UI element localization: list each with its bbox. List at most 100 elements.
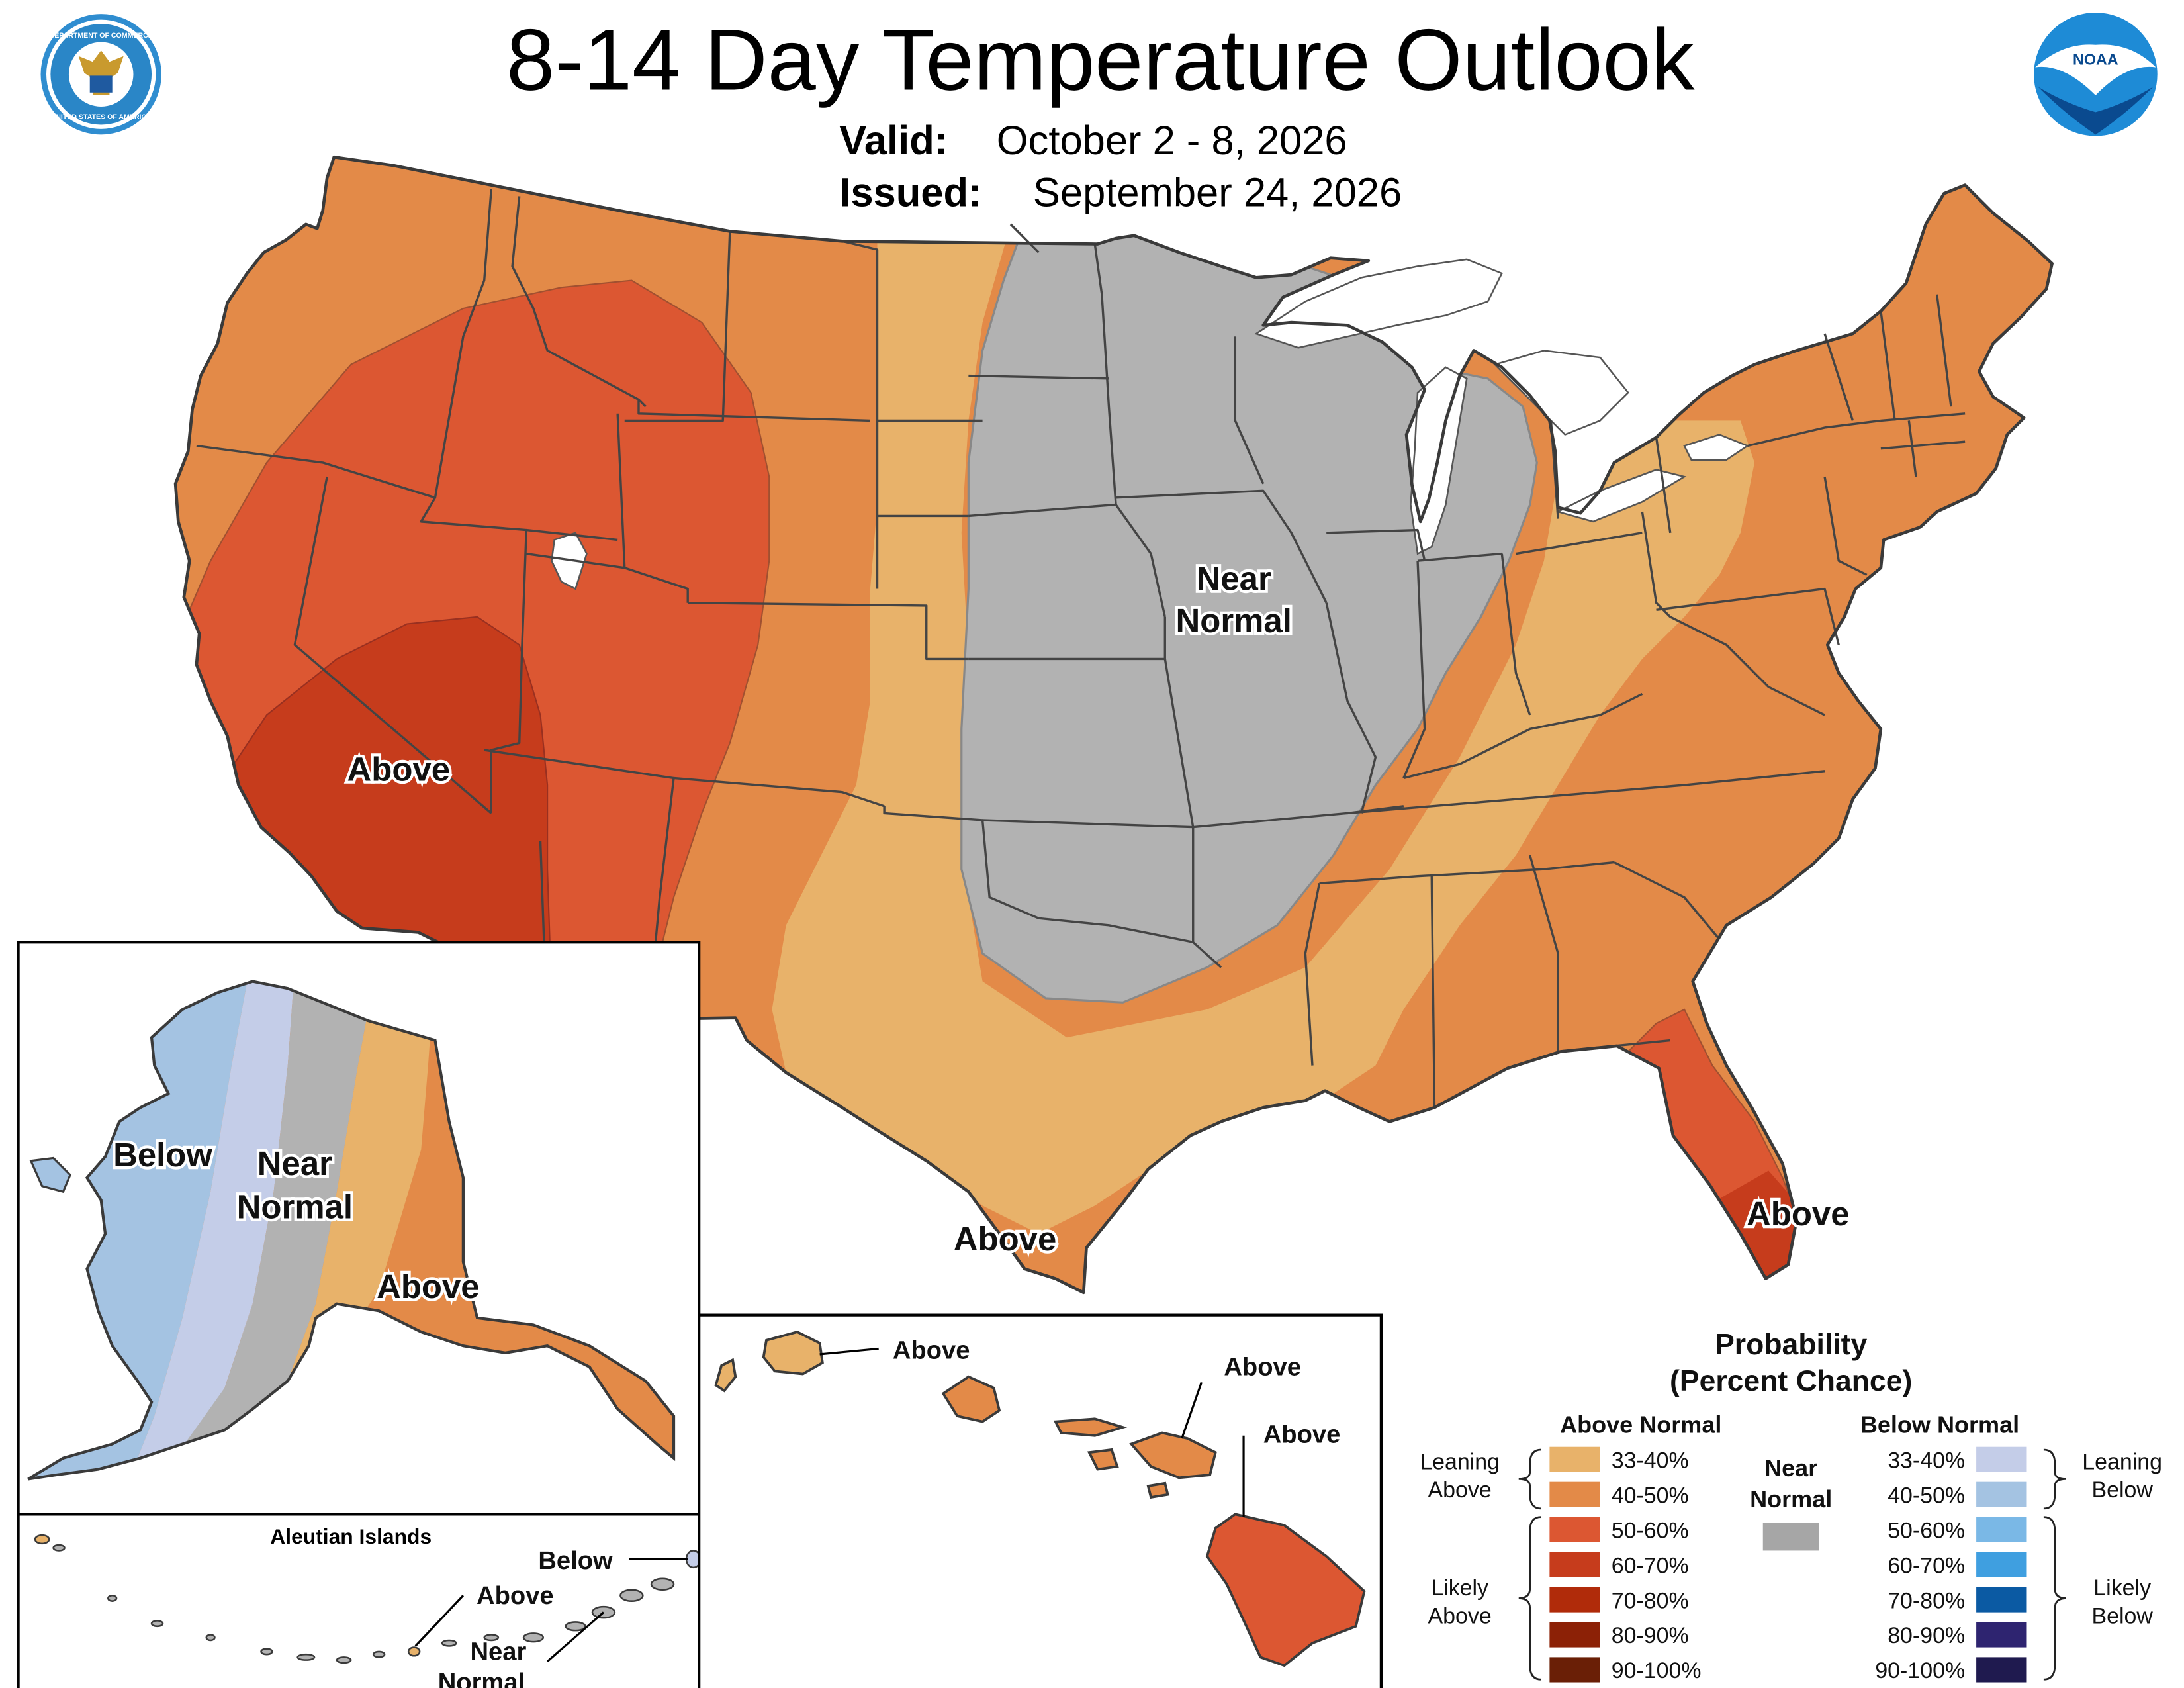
legend-below-swatch-6 <box>1976 1657 2027 1683</box>
legend-above-range-1: 40-50% <box>1612 1483 1689 1508</box>
legend-below-range-0: 33-40% <box>1888 1448 1965 1474</box>
legend-below-swatch-5 <box>1976 1622 2027 1648</box>
hawaii-oahu <box>941 1375 1001 1423</box>
valid-label: Valid: <box>839 118 948 164</box>
header: 8-14 Day Temperature Outlook Valid: Octo… <box>506 11 1695 216</box>
issued-value: September 24, 2026 <box>1033 169 1402 215</box>
alaska-st-lawrence-island <box>29 1156 71 1194</box>
legend-above-swatches: 33-40% 40-50% 50-60% 60-70% 70-80% 80-90% 90-1… <box>1549 1446 1702 1683</box>
aleutian-label-near-2: Normal <box>438 1668 525 1688</box>
legend-leaning-above-2: Above <box>1428 1477 1492 1503</box>
conus-label-near-normal-2: Normal <box>1176 602 1292 639</box>
legend-below-range-1: 40-50% <box>1888 1483 1965 1508</box>
legend-below-range-5: 80-90% <box>1888 1623 1965 1648</box>
legend-above-swatch-2 <box>1549 1517 1600 1542</box>
legend-near-1: Near <box>1764 1454 1817 1481</box>
legend-above-range-6: 90-100% <box>1612 1658 1702 1683</box>
conus-outline <box>173 155 2054 1295</box>
legend-below-swatch-0 <box>1976 1446 2027 1472</box>
state-borders <box>196 189 1966 1108</box>
aleutian-label-below: Below <box>538 1546 613 1575</box>
legend-above-swatch-3 <box>1549 1552 1600 1577</box>
alaska-outline <box>27 980 676 1481</box>
hawaii-maui <box>1129 1431 1217 1479</box>
legend-below-swatch-3 <box>1976 1552 2027 1577</box>
lake-huron <box>1493 350 1629 436</box>
legend-braces <box>1518 1448 2066 1681</box>
hawaii-kauai <box>762 1331 824 1376</box>
department-of-commerce-seal: DEPARTMENT OF COMMERCE UNITED STATES OF … <box>40 14 161 135</box>
doc-seal-text-bottom: UNITED STATES OF AMERICA <box>51 113 152 121</box>
ak-below-33-40 <box>126 981 295 1479</box>
legend-below-header: Below Normal <box>1860 1411 2019 1438</box>
hawaii-inset: Above Above Above <box>698 1313 1383 1688</box>
legend-likely-above-1: Likely <box>1431 1575 1488 1601</box>
alaska-label-above: Above <box>377 1268 480 1305</box>
hawaii-big-island <box>1205 1513 1366 1667</box>
legend-above-range-4: 70-80% <box>1612 1588 1689 1613</box>
aleutian-title: Aleutian Islands <box>270 1524 432 1548</box>
noaa-bird-icon <box>2035 44 2156 96</box>
legend-likely-below-2: Below <box>2091 1604 2153 1629</box>
alaska-label-below: Below <box>113 1136 212 1174</box>
legend-above-range-3: 60-70% <box>1612 1553 1689 1578</box>
eagle-icon <box>78 50 124 96</box>
legend: Probability (Percent Chance) Above Norma… <box>1420 1329 2162 1683</box>
legend-likely-below-1: Likely <box>2093 1575 2151 1601</box>
legend-above-swatch-1 <box>1549 1481 1600 1507</box>
hawaii-kahoolawe <box>1146 1481 1169 1499</box>
legend-above-swatch-6 <box>1549 1657 1600 1683</box>
noaa-text: NOAA <box>2073 50 2118 68</box>
page-title: 8-14 Day Temperature Outlook <box>506 11 1695 109</box>
hawaii-label-above-2: Above <box>1224 1353 1301 1382</box>
legend-above-range-5: 80-90% <box>1612 1623 1689 1648</box>
legend-below-range-2: 50-60% <box>1888 1518 1965 1543</box>
conus-label-above-texas: Above <box>954 1220 1057 1258</box>
issued-label: Issued: <box>839 169 981 215</box>
legend-below-swatches: 33-40% 40-50% 50-60% 60-70% 70-80% 80-90% 90-1… <box>1875 1446 2027 1683</box>
legend-below-swatch-1 <box>1976 1481 2027 1507</box>
legend-below-range-6: 90-100% <box>1875 1658 1965 1683</box>
legend-title-1: Probability <box>1715 1329 1867 1361</box>
legend-likely-above-2: Above <box>1428 1604 1492 1629</box>
ak-near-normal <box>154 981 377 1479</box>
aleutian-label-above: Above <box>477 1581 554 1610</box>
legend-above-swatch-5 <box>1549 1622 1600 1648</box>
lake-ontario <box>1683 434 1750 461</box>
hawaii-label-above-3: Above <box>1263 1420 1341 1448</box>
noaa-logo: NOAA <box>2034 13 2158 136</box>
alaska-label-near-2: Normal <box>237 1188 353 1226</box>
doc-seal-text-top: DEPARTMENT OF COMMERCE <box>50 32 153 40</box>
legend-leaning-above-1: Leaning <box>1420 1450 1500 1475</box>
legend-above-range-0: 33-40% <box>1612 1448 1689 1474</box>
conus-label-above-florida: Above <box>1747 1195 1850 1233</box>
legend-above-swatch-0 <box>1549 1446 1600 1472</box>
legend-below-range-4: 70-80% <box>1888 1588 1965 1613</box>
hawaii-lanai <box>1087 1448 1119 1471</box>
legend-above-range-2: 50-60% <box>1612 1518 1689 1543</box>
legend-near-2: Normal <box>1750 1485 1832 1513</box>
legend-below-swatch-4 <box>1976 1587 2027 1613</box>
lake-superior <box>1254 258 1504 349</box>
aleutian-inset-frame <box>17 1513 701 1688</box>
region-above-60-70-florida <box>1719 1170 1804 1290</box>
hawaii-label-above-1: Above <box>893 1336 970 1364</box>
legend-below-swatch-2 <box>1976 1517 2027 1542</box>
legend-above-header: Above Normal <box>1560 1411 1721 1438</box>
conus-label-near-normal-1: Near <box>1197 560 1271 598</box>
conus-label-above-west: Above <box>347 751 451 788</box>
legend-title-2: (Percent Chance) <box>1670 1365 1912 1397</box>
hawaii-molokai <box>1053 1417 1128 1437</box>
legend-leaning-below-1: Leaning <box>2082 1450 2162 1475</box>
valid-value: October 2 - 8, 2026 <box>997 118 1347 164</box>
legend-near-swatch <box>1762 1523 1819 1551</box>
alaska-inset: Below Near Normal Above <box>17 941 701 1516</box>
hawaii-niihau <box>714 1358 737 1393</box>
legend-leaning-below-2: Below <box>2091 1477 2153 1503</box>
aleutian-inset: Aleutian Islands Below <box>17 1513 702 1688</box>
legend-below-range-3: 60-70% <box>1888 1553 1965 1578</box>
aleutian-label-near-1: Near <box>470 1638 526 1666</box>
alaska-label-near-1: Near <box>257 1145 332 1182</box>
ak-above-33-40 <box>287 981 435 1388</box>
